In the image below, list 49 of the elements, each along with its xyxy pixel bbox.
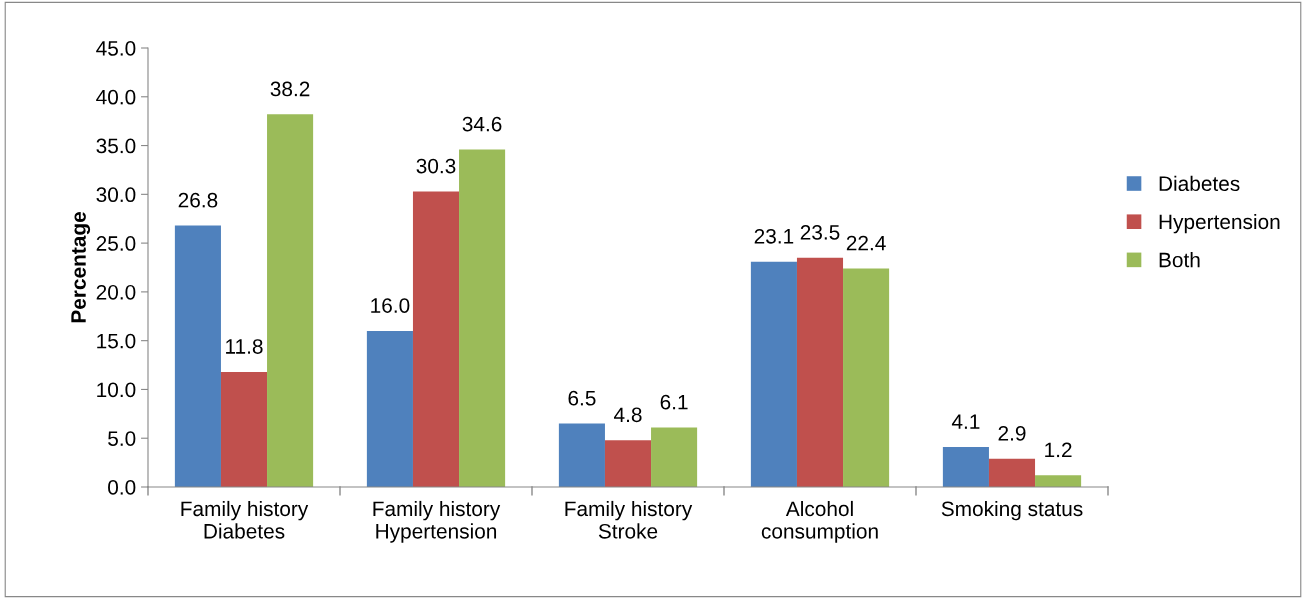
bar	[1035, 475, 1082, 487]
y-tick-label: 20.0	[96, 284, 136, 300]
bar	[267, 114, 314, 487]
bar	[651, 427, 698, 487]
x-tick-label: Family history Diabetes	[181, 500, 309, 539]
y-tick-label: 25.0	[96, 236, 136, 251]
bar	[412, 191, 460, 487]
data-label: 23.5	[800, 224, 840, 240]
bar	[750, 261, 797, 487]
data-label: 11.8	[226, 339, 263, 354]
data-label: 23.1	[754, 228, 794, 244]
data-label: 4.1	[951, 414, 980, 429]
y-tick-label: 10.0	[97, 382, 136, 398]
bar	[220, 371, 268, 487]
legend-label: Both	[1159, 252, 1200, 268]
x-tick-label: Alcohol consumption	[761, 500, 878, 543]
bar	[843, 268, 890, 487]
bar	[942, 447, 989, 487]
bar	[459, 149, 506, 487]
y-tick-label: 30.0	[96, 187, 136, 203]
legend-label: Diabetes	[1159, 175, 1240, 192]
y-tick-label: 45.0	[96, 41, 136, 56]
y-tick-label: 15.0	[97, 333, 136, 349]
x-tick-label: Smoking status	[941, 500, 1083, 521]
bar	[558, 423, 605, 487]
y-tick-label: 5.0	[108, 431, 136, 446]
y-tick-label: 35.0	[96, 138, 136, 154]
data-label: 26.8	[178, 192, 218, 208]
y-axis-title: Percentage	[71, 212, 91, 323]
data-label: 30.3	[416, 158, 456, 174]
y-tick-label: 40.0	[96, 89, 136, 105]
x-tick-label: Family history Hypertension	[373, 500, 501, 543]
data-label: 4.8	[614, 407, 642, 423]
data-label: 1.2	[1045, 442, 1072, 458]
legend-label: Hypertension	[1159, 213, 1280, 234]
bar	[174, 225, 221, 487]
data-label: 2.9	[998, 425, 1026, 441]
bar	[988, 458, 1036, 487]
data-label: 6.5	[568, 390, 596, 406]
data-label: 6.1	[660, 394, 688, 410]
bar	[604, 440, 652, 487]
bar	[366, 330, 413, 487]
data-label: 34.6	[462, 116, 502, 132]
bar	[796, 257, 844, 487]
data-label: 38.2	[270, 81, 310, 97]
x-tick-label: Family history Stroke	[565, 500, 693, 539]
data-label: 16.0	[371, 298, 410, 313]
y-tick-label: 0.0	[108, 480, 136, 495]
data-label: 22.4	[846, 235, 886, 251]
